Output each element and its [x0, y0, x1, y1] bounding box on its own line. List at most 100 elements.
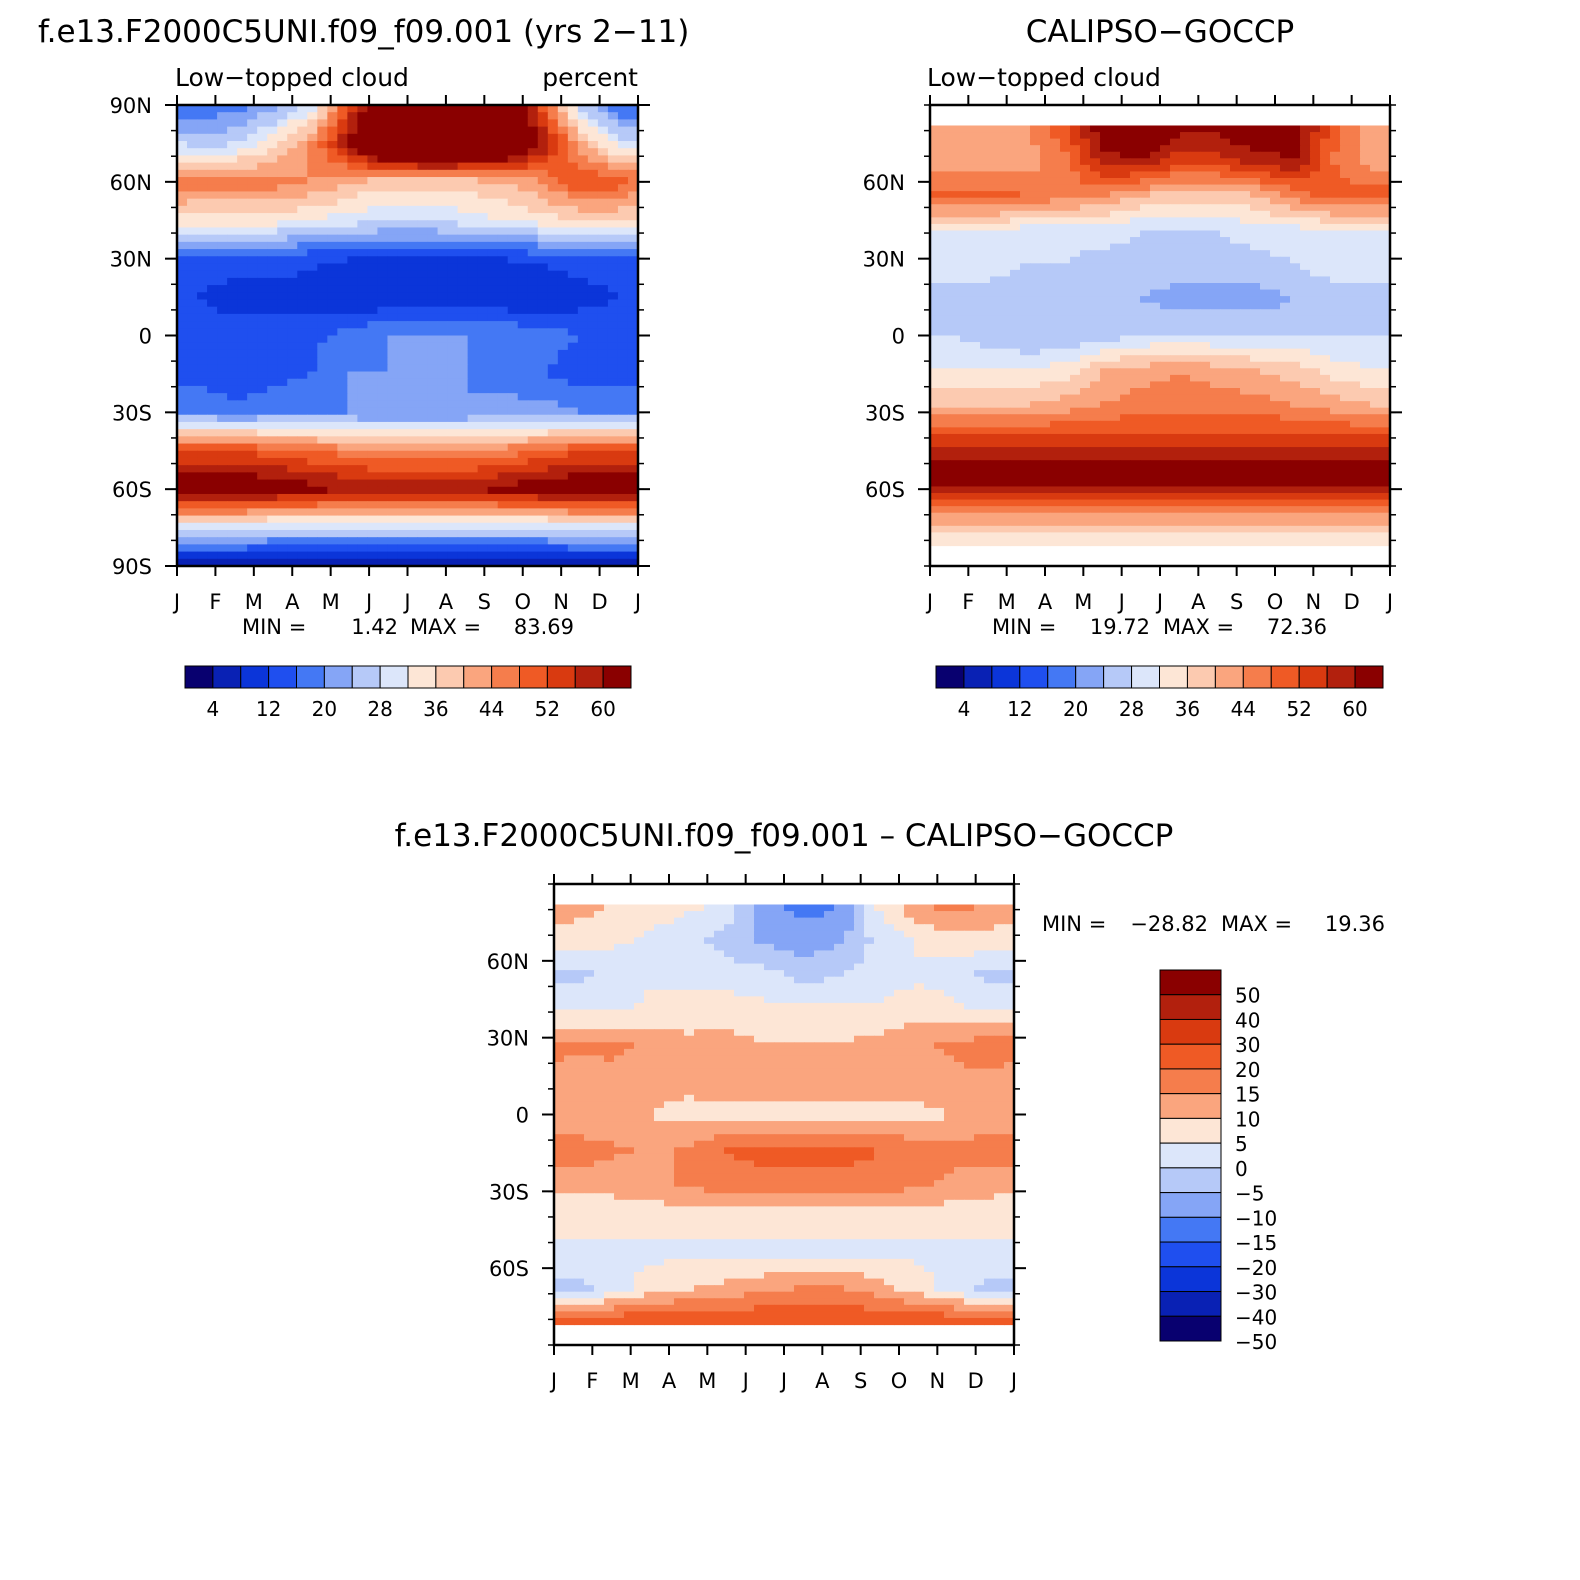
field-cell	[177, 508, 188, 517]
field-cell	[397, 263, 409, 272]
field-cell	[407, 364, 419, 373]
field-cell	[467, 263, 479, 272]
field-cell	[197, 558, 208, 567]
field-cell	[447, 141, 459, 149]
field-cell	[1000, 296, 1011, 304]
field-cell	[397, 177, 409, 185]
field-cell	[990, 342, 1001, 350]
field-cell	[187, 328, 198, 337]
field-cell	[257, 342, 268, 351]
field-cell	[277, 213, 288, 221]
field-cell	[207, 205, 218, 214]
field-cell	[1320, 388, 1331, 396]
field-cell	[960, 151, 971, 159]
field-cell	[207, 141, 218, 149]
field-cell	[337, 522, 348, 531]
field-cell	[527, 263, 539, 272]
field-cell	[1230, 374, 1241, 383]
field-cell	[990, 237, 1001, 245]
field-cell	[1380, 132, 1391, 140]
field-cell	[597, 529, 609, 538]
field-cell	[477, 357, 489, 365]
field-cell	[177, 256, 188, 265]
field-cell	[597, 234, 609, 243]
x-tick-label: J	[172, 590, 180, 614]
field-cell	[487, 306, 499, 315]
field-cell	[1260, 223, 1271, 232]
field-cell	[960, 217, 971, 225]
field-cell	[1080, 289, 1091, 297]
field-cell	[447, 249, 459, 257]
field-cell	[477, 270, 489, 279]
field-cell	[217, 508, 228, 517]
field-cell	[417, 220, 429, 229]
field-cell	[960, 394, 971, 402]
field-cell	[417, 400, 429, 409]
field-cell	[1080, 309, 1091, 317]
field-cell	[1000, 388, 1011, 396]
field-cell	[1070, 151, 1081, 159]
field-cell	[517, 155, 529, 164]
field-cell	[427, 342, 439, 351]
field-cell	[547, 299, 559, 308]
field-cell	[467, 241, 479, 250]
field-cell	[267, 522, 278, 531]
field-cell	[930, 250, 941, 258]
field-cell	[1370, 368, 1381, 376]
field-cell	[1150, 256, 1161, 264]
field-cell	[287, 450, 298, 459]
field-cell	[487, 508, 499, 517]
field-cell	[197, 465, 208, 473]
field-cell	[537, 119, 549, 128]
field-cell	[1210, 164, 1221, 173]
field-cell	[357, 155, 369, 164]
field-cell	[517, 119, 529, 128]
field-cell	[267, 414, 278, 423]
field-cell	[1360, 269, 1371, 278]
field-cell	[277, 227, 288, 236]
field-cell	[327, 342, 338, 351]
field-cell	[347, 191, 358, 200]
field-cell	[427, 191, 439, 200]
field-cell	[1140, 283, 1151, 291]
field-cell	[247, 191, 258, 200]
field-cell	[950, 269, 961, 278]
field-cell	[347, 270, 358, 279]
field-cell	[627, 450, 639, 459]
field-cell	[327, 357, 338, 365]
field-cell	[347, 407, 358, 416]
field-cell	[1340, 388, 1351, 396]
field-cell	[1270, 197, 1281, 205]
field-cell	[367, 472, 379, 481]
field-cell	[347, 486, 358, 495]
field-cell	[930, 276, 941, 284]
field-cell	[307, 371, 318, 380]
field-cell	[477, 429, 489, 437]
field-cell	[1130, 368, 1141, 376]
field-cell	[397, 537, 409, 545]
field-cell	[960, 250, 971, 258]
field-cell	[577, 241, 589, 250]
field-cell	[1060, 302, 1071, 310]
field-cell	[1250, 263, 1261, 271]
field-cell	[427, 486, 439, 495]
field-cell	[257, 400, 268, 409]
field-cell	[427, 198, 439, 207]
field-cell	[497, 169, 509, 178]
field-cell	[477, 198, 489, 207]
field-cell	[1140, 361, 1151, 369]
field-cell	[567, 105, 579, 113]
field-cell	[307, 205, 318, 214]
field-cell	[487, 155, 499, 164]
field-cell	[417, 407, 429, 416]
field-cell	[237, 364, 248, 373]
field-cell	[1230, 151, 1241, 159]
field-cell	[1360, 223, 1371, 232]
field-cell	[307, 299, 318, 308]
field-cell	[567, 393, 579, 401]
field-cell	[527, 479, 539, 488]
field-cell	[1380, 191, 1391, 199]
field-cell	[477, 277, 489, 286]
field-cell	[397, 436, 409, 445]
field-cell	[597, 378, 609, 387]
